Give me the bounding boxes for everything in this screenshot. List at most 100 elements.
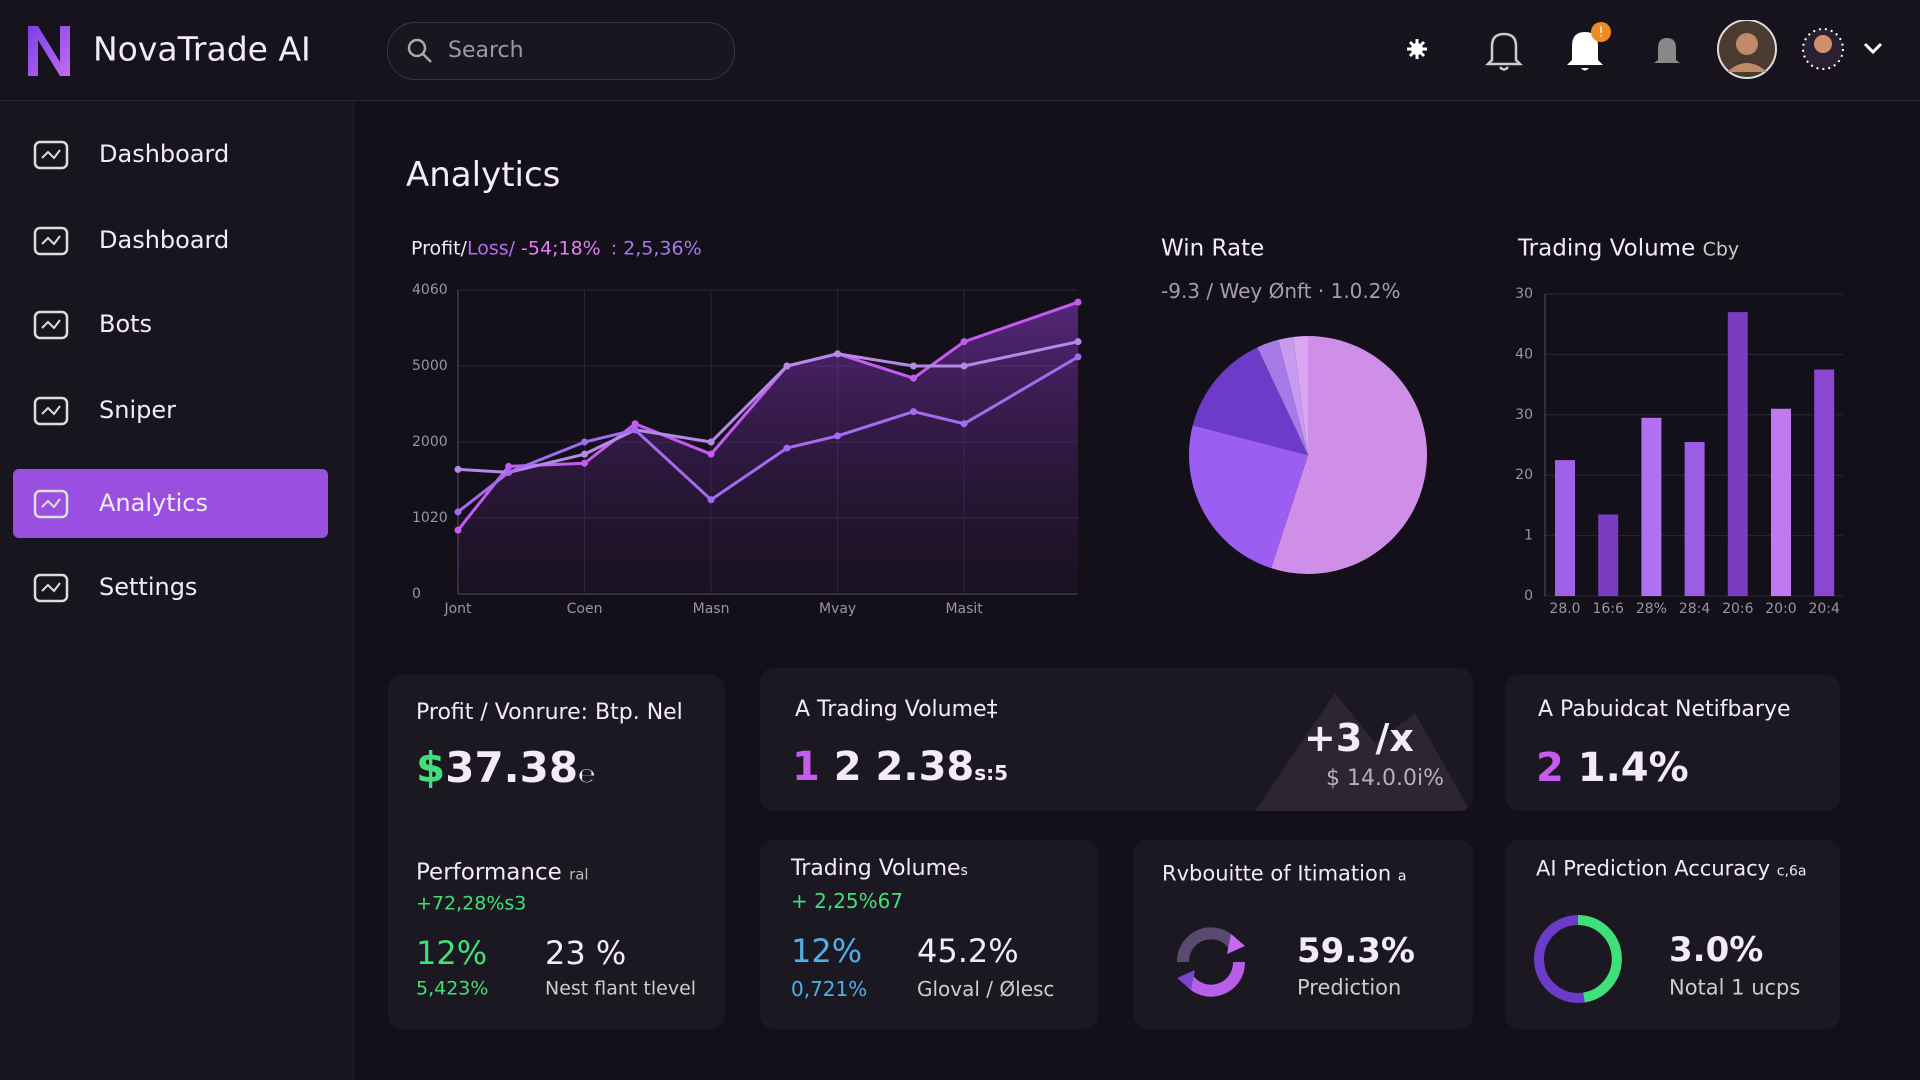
point <box>505 462 513 470</box>
x-tick-label: 20:0 <box>1765 601 1796 617</box>
area <box>458 302 1078 594</box>
header-icons: ! <box>1407 20 1883 79</box>
sidebar: Dashboard Dashboard Bots Sniper Analytics Set… <box>0 101 354 1080</box>
point <box>834 350 842 358</box>
x-tick-label: 28.0 <box>1549 601 1580 617</box>
card-value: 1 2 2.38s:5 <box>792 747 1008 787</box>
cycle-icon <box>1177 927 1245 997</box>
point <box>581 450 589 458</box>
card-title: AI Prediction Accuracy c,6a <box>1536 858 1806 880</box>
bell-icon-muted[interactable] <box>1654 38 1680 63</box>
search-placeholder: Search <box>448 38 524 63</box>
x-tick-label: 28% <box>1636 601 1667 617</box>
bar <box>1727 312 1748 596</box>
point <box>505 468 513 476</box>
stat-value: 12% <box>791 932 863 970</box>
stat-value: 23 % <box>545 934 627 972</box>
lead: 2 <box>1536 745 1564 791</box>
y-tick-label: 1020 <box>412 510 448 526</box>
stat-value: 45.2% <box>917 932 1019 970</box>
nav-icon <box>33 573 69 603</box>
title-suffix: a <box>1397 868 1407 885</box>
nav-icon <box>33 140 69 170</box>
logo <box>28 26 70 76</box>
y-tick-label: 30 <box>1515 407 1533 423</box>
card-sub: Prediction <box>1297 975 1402 1000</box>
value: 1.4% <box>1577 745 1689 791</box>
title-text: Trading Volume <box>1518 235 1696 262</box>
point <box>581 438 589 446</box>
x-tick-label: 20:4 <box>1808 601 1840 617</box>
change: +72,28%s3 <box>416 892 527 915</box>
point <box>910 408 918 416</box>
point <box>960 362 968 370</box>
chevron[interactable] <box>1863 42 1883 55</box>
card-title: Trading Volumes <box>791 858 968 880</box>
label: Performance <box>416 859 562 886</box>
search-box[interactable]: Search <box>387 22 735 80</box>
point <box>1074 353 1082 361</box>
x-tick-label: Jont <box>443 601 472 617</box>
rate-card: Rvbouitte of Itimation a 59.3% Predictio… <box>1133 840 1473 1029</box>
bell-icon-filled[interactable] <box>1567 32 1603 71</box>
badge: +3 /x <box>1304 716 1414 760</box>
point <box>783 444 791 452</box>
nav-item[interactable]: Settings <box>13 553 328 622</box>
stat-sub: 5,423% <box>416 977 489 1000</box>
accuracy-card: AI Prediction Accuracy c,6a 3.0% Notal 1… <box>1505 840 1840 1029</box>
y-tick-label: 20 <box>1515 467 1533 483</box>
card-sub: Notal 1 ucps <box>1669 975 1801 1000</box>
line <box>456 300 1079 532</box>
point <box>631 426 639 434</box>
y-tick-label: 0 <box>1524 588 1533 604</box>
pie-subtitle: -9.3 / Wey Ønft · 1.0.2% <box>1161 279 1401 303</box>
bar <box>1814 369 1835 596</box>
suffix: s:5 <box>974 761 1009 785</box>
point <box>631 420 639 428</box>
search-icon <box>407 38 432 63</box>
bar <box>1771 408 1791 596</box>
bar <box>1555 460 1575 596</box>
currency: $ <box>416 743 446 792</box>
point <box>707 438 715 446</box>
point <box>707 450 715 458</box>
nav-item[interactable]: Analytics <box>13 469 328 538</box>
header: NovaTrade AI Search ! <box>0 0 1920 101</box>
value: 2 2.38 <box>833 744 975 790</box>
pie-slice <box>1257 339 1308 455</box>
point <box>1074 338 1082 346</box>
y-tick-label: 5000 <box>412 358 448 374</box>
change: + 2,25%67 <box>791 889 904 913</box>
nav-icon <box>33 396 69 426</box>
card-value: $37.38℮ <box>416 747 595 789</box>
lead: 1 <box>792 744 820 790</box>
nav-icon <box>33 489 69 519</box>
brand: NovaTrade AI <box>93 29 311 69</box>
nav-item[interactable]: Sniper <box>13 376 328 445</box>
badge-text: ! <box>1598 26 1603 41</box>
card-value: 59.3% <box>1297 931 1415 971</box>
bar <box>1641 417 1662 596</box>
bell-icon[interactable] <box>1484 32 1524 71</box>
settings-icon[interactable] <box>1407 39 1427 59</box>
card-value: 2 1.4% <box>1536 748 1689 788</box>
nav-item[interactable]: Dashboard <box>13 206 328 275</box>
x-tick-label: Coen <box>567 601 603 617</box>
y-tick-label: 40 <box>1515 346 1533 362</box>
label-suffix: ral <box>569 865 589 884</box>
volume2-card: Trading Volumes + 2,25%67 12% 0,721% 45.… <box>760 840 1098 1029</box>
volume-card: A Trading Volume‡ 1 2 2.38s:5 +3 /x $ 14… <box>760 668 1473 811</box>
stat-sub: Nest flant tlevel <box>545 977 697 1000</box>
nav-label: Settings <box>99 573 198 601</box>
point <box>454 465 462 473</box>
card-title: A Trading Volume‡ <box>795 697 998 722</box>
nav-item[interactable]: Bots <box>13 290 328 359</box>
nav-label: Dashboard <box>99 140 230 168</box>
title-suffix: s <box>960 863 968 879</box>
point <box>834 350 842 358</box>
title-text: Rvbouitte of Itimation <box>1162 861 1392 886</box>
nav-item[interactable]: Dashboard <box>13 120 328 189</box>
title-part: Profit/ <box>411 237 467 260</box>
